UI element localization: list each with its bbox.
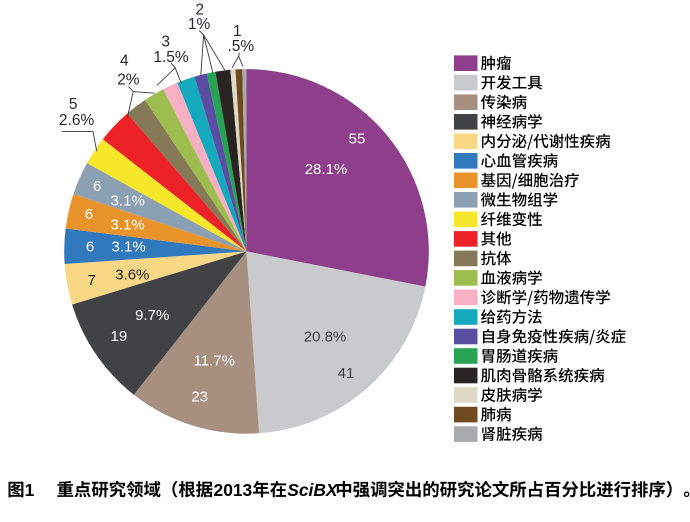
svg-text:6: 6 — [93, 178, 101, 195]
svg-text:28.1%: 28.1% — [305, 161, 348, 178]
svg-text:3: 3 — [161, 34, 170, 51]
svg-text:3.1%: 3.1% — [111, 193, 145, 210]
svg-text:1.5%: 1.5% — [153, 49, 189, 66]
svg-text:2: 2 — [195, 1, 204, 18]
svg-text:3.6%: 3.6% — [115, 266, 149, 283]
svg-text:3.1%: 3.1% — [110, 216, 144, 233]
svg-text:1%: 1% — [188, 16, 211, 33]
svg-text:11.7%: 11.7% — [193, 353, 234, 370]
svg-text:2.6%: 2.6% — [59, 112, 95, 129]
svg-text:19: 19 — [111, 328, 128, 345]
svg-text:4: 4 — [120, 53, 129, 70]
svg-text:6: 6 — [85, 206, 93, 223]
svg-text:1: 1 — [233, 23, 242, 40]
svg-text:1: 1 — [25, 480, 35, 500]
svg-text:5: 5 — [69, 96, 78, 113]
svg-text:41: 41 — [338, 365, 355, 382]
svg-text:3.1%: 3.1% — [111, 238, 145, 255]
svg-text:55: 55 — [349, 131, 366, 148]
svg-text:2013: 2013 — [214, 480, 253, 500]
svg-text:9.7%: 9.7% — [135, 307, 169, 324]
svg-text:6: 6 — [86, 238, 94, 255]
svg-text:7: 7 — [88, 272, 96, 289]
svg-text:2%: 2% — [117, 72, 140, 89]
svg-text:SciBX: SciBX — [287, 480, 339, 500]
svg-text:23: 23 — [191, 388, 208, 405]
svg-text:20.8%: 20.8% — [304, 329, 347, 346]
svg-text:.5%: .5% — [227, 38, 254, 55]
